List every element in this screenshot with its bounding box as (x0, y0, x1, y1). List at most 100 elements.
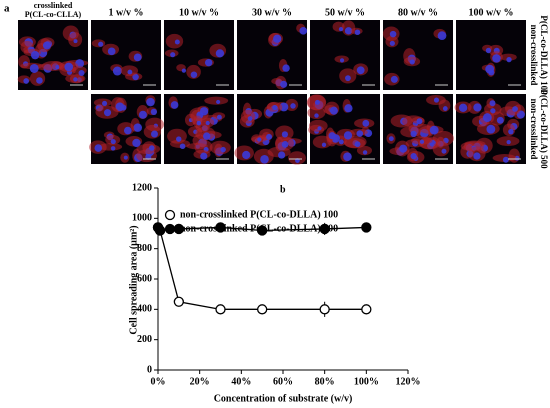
column-header: 100 w/v % (469, 7, 514, 18)
cell-nucleus (36, 77, 43, 84)
cell-nucleus (344, 104, 353, 113)
cell-nucleus (356, 66, 365, 75)
cell-nucleus (389, 30, 397, 38)
y-axis-label: Cell spreading area (µm²) (128, 225, 139, 334)
column-header-line: P(CL-co-CLLA) (25, 10, 82, 19)
data-point (173, 296, 184, 307)
cell-nucleus (132, 138, 141, 148)
y-tick-label: 1000 (132, 213, 152, 224)
cell-nucleus (419, 139, 425, 144)
cell-nucleus (409, 59, 415, 65)
cell-nucleus (73, 77, 78, 82)
cell-nucleus (29, 63, 39, 73)
cell-nucleus (148, 145, 155, 151)
cell-nucleus (220, 146, 226, 153)
x-tick-label: 100% (354, 376, 379, 387)
cell-nucleus (314, 113, 319, 118)
legend-marker (164, 209, 176, 221)
column-header: 80 w/v % (398, 7, 438, 18)
cell-nucleus (176, 136, 182, 142)
cell-nucleus (338, 139, 344, 145)
cell-nucleus (343, 131, 353, 140)
cell-nucleus (502, 156, 509, 163)
cell-nucleus (257, 137, 262, 142)
cell-nucleus (399, 144, 408, 153)
cell-nucleus (506, 140, 511, 145)
cell-nucleus (362, 150, 368, 155)
column-header: 50 w/v % (325, 7, 365, 18)
cell-nucleus (282, 64, 290, 72)
cell-nucleus (389, 40, 395, 46)
cell-nucleus (110, 139, 116, 145)
cell-nucleus (280, 80, 288, 88)
cell-nucleus (489, 100, 496, 107)
data-point (215, 304, 226, 315)
cell-nucleus (410, 153, 417, 160)
cell-nucleus (458, 103, 468, 112)
data-point (215, 222, 226, 233)
cell-nucleus (112, 66, 122, 76)
cell-actin (167, 128, 187, 144)
cell-nucleus (151, 130, 158, 138)
cell-nucleus (281, 140, 289, 148)
row-label: non-crosslinkedP(CL-co-DLLA) 500 (529, 89, 549, 169)
column-header: crosslinked P(CL-co-CLLA) (25, 1, 82, 19)
cell-nucleus (150, 108, 158, 116)
cell-nucleus (437, 31, 447, 41)
cell-actin (288, 151, 306, 165)
cell-nucleus (42, 41, 52, 50)
cell-nucleus (204, 58, 213, 67)
cell-nucleus (492, 54, 501, 63)
cell-nucleus (339, 58, 345, 63)
cell-nucleus (290, 103, 296, 109)
cell-actin (400, 126, 422, 138)
cell-nucleus (314, 99, 320, 105)
cell-nucleus (247, 116, 253, 121)
cell-nucleus (196, 120, 202, 126)
cell-nucleus (278, 151, 286, 159)
cell-nucleus (354, 29, 361, 36)
cell-nucleus (115, 102, 125, 112)
data-point (257, 304, 268, 315)
cell-nucleus (190, 71, 198, 78)
cell-nucleus (345, 75, 351, 82)
cell-nucleus (216, 114, 222, 120)
microscopy-image (91, 20, 161, 90)
cell-nucleus (23, 78, 30, 84)
cell-nucleus (321, 142, 327, 147)
y-tick-label: 1200 (132, 182, 152, 193)
cell-actin (344, 138, 366, 148)
cell-nucleus (203, 132, 211, 140)
row-label-line: P(CL-co-DLLA) 100 (539, 15, 549, 95)
cell-nucleus (138, 110, 147, 119)
data-point (154, 225, 166, 236)
row-label-line: non-crosslinked (529, 99, 539, 160)
cell-nucleus (127, 69, 133, 75)
cell-nucleus (146, 97, 155, 107)
cell-nucleus (328, 132, 336, 140)
cell-nucleus (215, 49, 225, 58)
cell-nucleus (181, 68, 187, 73)
x-tick-label: 120% (396, 376, 421, 387)
x-tick-label: 0% (151, 376, 166, 387)
cell-nucleus (170, 52, 176, 58)
cell-nucleus (216, 99, 221, 105)
data-point (319, 304, 330, 315)
cell-nucleus (179, 143, 186, 150)
cell-nucleus (273, 34, 282, 43)
cell-nucleus (442, 106, 448, 111)
cell-actin (204, 96, 229, 105)
cell-nucleus (132, 73, 139, 81)
cell-nucleus (485, 47, 492, 54)
cell-nucleus (272, 105, 278, 111)
cell-nucleus (390, 75, 398, 83)
cell-nucleus (429, 125, 439, 135)
cell-nucleus (102, 100, 108, 106)
y-tick-label: 600 (137, 273, 152, 284)
column-header: 1 w/v % (109, 7, 144, 18)
column-header: 30 w/v % (252, 7, 292, 18)
cell-actin (209, 140, 231, 155)
cell-nucleus (356, 130, 364, 137)
cell-nucleus (170, 101, 179, 109)
